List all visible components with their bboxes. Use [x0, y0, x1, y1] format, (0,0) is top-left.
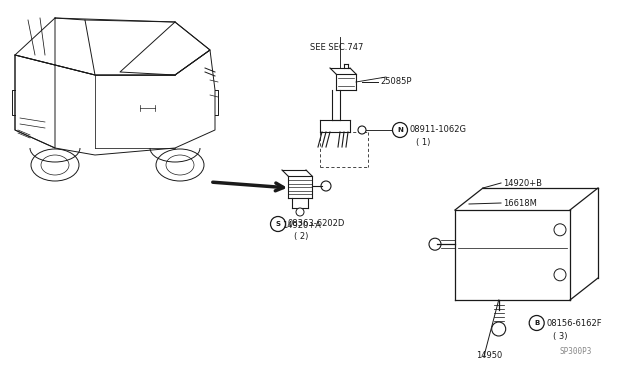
Text: 25085P: 25085P [380, 77, 412, 87]
Text: B: B [534, 320, 540, 326]
Text: 08156-6162F: 08156-6162F [547, 318, 602, 327]
Text: ( 3): ( 3) [553, 331, 567, 340]
Text: 14950: 14950 [476, 350, 502, 359]
Text: 08911-1062G: 08911-1062G [410, 125, 467, 135]
Text: S: S [275, 221, 280, 227]
Text: 14920+A: 14920+A [282, 221, 321, 230]
Text: 14920+B: 14920+B [503, 179, 542, 187]
Text: SP300P3: SP300P3 [560, 347, 593, 356]
Text: ( 2): ( 2) [294, 232, 308, 241]
Circle shape [358, 126, 366, 134]
Text: SEE SEC.747: SEE SEC.747 [310, 44, 364, 52]
Text: 16618M: 16618M [503, 199, 537, 208]
Circle shape [492, 322, 506, 336]
Text: N: N [397, 127, 403, 133]
Circle shape [296, 208, 304, 216]
Text: 08363-6202D: 08363-6202D [288, 219, 346, 228]
Text: ( 1): ( 1) [416, 138, 430, 148]
